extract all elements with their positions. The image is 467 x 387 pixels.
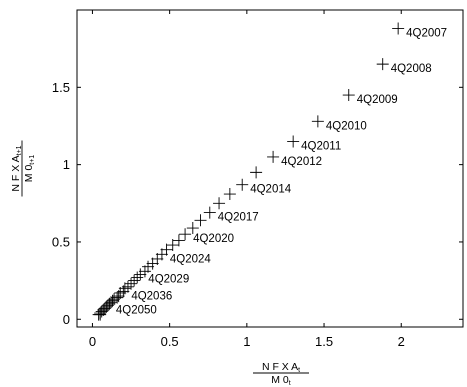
axis-label-denominator: M 0t+1 — [23, 155, 36, 183]
data-point — [131, 271, 144, 284]
data-point — [114, 286, 127, 299]
point-annotation: 4Q2008 — [391, 63, 432, 75]
point-annotation: 4Q2024 — [170, 253, 212, 265]
y-tick-label: 1 — [63, 157, 70, 172]
data-point — [103, 297, 116, 310]
point-annotation: 4Q2007 — [406, 28, 447, 40]
data-point — [138, 265, 151, 278]
point-annotation: 4Q2011 — [301, 140, 341, 152]
point-annotation: 4Q2020 — [193, 233, 234, 245]
plot-border — [76, 9, 464, 328]
numerator-subscript: t+1 — [16, 145, 23, 155]
y-tick-label: 1.5 — [52, 80, 70, 95]
point-annotation: 4Q2012 — [281, 156, 322, 168]
data-point — [151, 252, 164, 265]
point-annotation: 4Q2036 — [131, 290, 172, 302]
data-point — [108, 293, 121, 306]
data-point — [213, 197, 226, 210]
data-point — [118, 282, 131, 295]
y-axis-label: N F X At+1M 0t+1 — [10, 140, 36, 197]
numerator-subscript: t — [298, 367, 300, 374]
point-annotation: 4Q2009 — [357, 94, 398, 106]
data-point — [121, 280, 134, 293]
denominator-text: M 0 — [23, 165, 35, 183]
data-point — [92, 308, 105, 321]
x-tick-label: 0.5 — [161, 334, 179, 349]
data-point — [101, 299, 114, 312]
data-point — [117, 285, 130, 298]
denominator-text: M 0 — [271, 374, 289, 386]
point-annotation: 4Q2014 — [250, 184, 292, 196]
numerator-text: N F X A — [262, 361, 298, 373]
point-annotation: 4Q2017 — [218, 212, 259, 224]
axis-label-numerator: N F X At+1 — [10, 145, 23, 191]
point-annotation: 4Q2050 — [116, 304, 157, 316]
data-point — [250, 166, 263, 179]
data-point — [128, 274, 141, 287]
data-point — [236, 178, 249, 191]
x-tick-label: 0 — [89, 334, 96, 349]
x-tick-label: 1 — [243, 334, 250, 349]
data-point — [342, 89, 355, 102]
point-annotations: 4Q2007 4Q2008 4Q2009 4Q2010 4Q2011 4Q2012 4Q20… — [116, 28, 447, 317]
data-point — [97, 303, 110, 316]
data-point — [392, 22, 405, 35]
data-point — [223, 188, 236, 201]
data-point — [125, 277, 138, 290]
data-point — [104, 296, 117, 309]
data-point — [146, 257, 159, 270]
data-point — [155, 248, 168, 261]
plot-frame — [76, 9, 464, 328]
data-point — [98, 302, 111, 315]
data-point — [95, 305, 108, 318]
axis-label-numerator: N F X At — [262, 361, 300, 374]
data-point — [160, 243, 173, 256]
data-point — [186, 222, 199, 235]
data-point — [376, 58, 389, 71]
x-tick-label: 2 — [398, 334, 405, 349]
y-tick-label: 0.5 — [52, 234, 70, 249]
data-points — [92, 22, 405, 321]
data-point — [267, 150, 280, 163]
x-tick-label: 1.5 — [315, 334, 333, 349]
data-point — [112, 290, 125, 303]
data-point — [194, 214, 207, 227]
y-tick-label: 0 — [63, 312, 70, 327]
axis-ticks: 0 0.5 1 1.5 2 0 0.5 1 1.5 — [52, 10, 463, 349]
axis-label-denominator: M 0t — [271, 374, 291, 387]
data-point — [166, 239, 179, 252]
data-point — [179, 228, 192, 241]
point-annotation: 4Q2010 — [326, 120, 367, 132]
data-point — [203, 206, 216, 219]
denominator-subscript: t — [289, 380, 291, 387]
data-point — [311, 115, 324, 128]
data-point — [111, 291, 124, 304]
point-annotation: 4Q2029 — [148, 273, 189, 285]
data-point — [106, 294, 119, 307]
axis-labels: N F X AtM 0tN F X At+1M 0t+1 — [10, 140, 309, 387]
data-point — [142, 260, 155, 273]
x-axis-label: N F X AtM 0t — [253, 361, 309, 387]
denominator-subscript: t+1 — [29, 155, 36, 165]
numerator-text: N F X A — [10, 155, 22, 191]
data-point — [172, 234, 185, 247]
data-point — [134, 268, 147, 281]
data-point — [287, 135, 300, 148]
data-point — [100, 300, 113, 313]
